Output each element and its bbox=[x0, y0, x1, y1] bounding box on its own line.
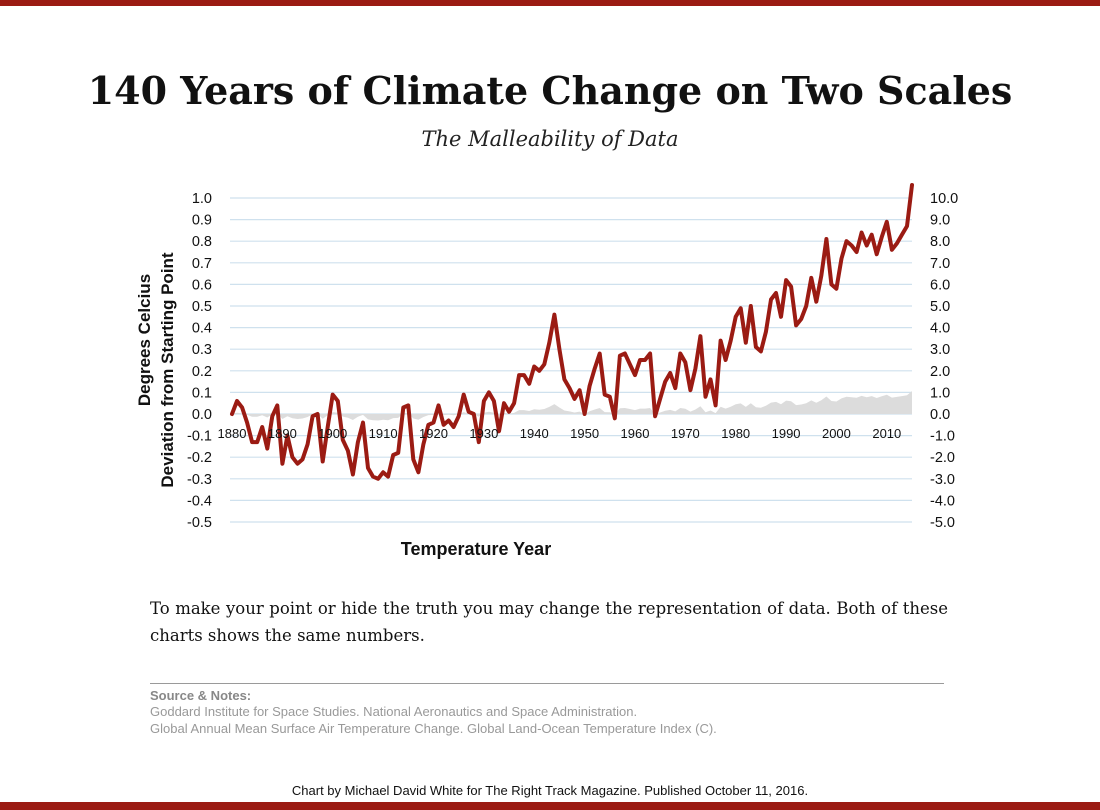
x-tick-label: 1990 bbox=[772, 426, 801, 441]
right-axis-ticks: 10.0 9.0 8.0 7.0 6.0 5.0 4.0 3.0 2.0 1.0 0.0 -1.0 -2… bbox=[930, 191, 958, 531]
x-tick-label: 1940 bbox=[520, 426, 549, 441]
x-tick-label: 1900 bbox=[318, 426, 347, 441]
line-series-1x-scale bbox=[230, 183, 914, 481]
left-tick-label: 0.3 bbox=[192, 342, 212, 358]
right-tick-label: 0.0 bbox=[930, 407, 950, 423]
left-tick-label: 0.6 bbox=[192, 277, 212, 293]
left-tick-label: -0.5 bbox=[187, 515, 212, 531]
x-tick-label: 1910 bbox=[369, 426, 398, 441]
area-series-10x-scale bbox=[232, 391, 912, 421]
bottom-accent-bar bbox=[0, 802, 1100, 810]
y-axis-label-line2: Deviation from Starting Point bbox=[158, 252, 177, 488]
x-tick-label: 1980 bbox=[721, 426, 750, 441]
right-tick-label: 1.0 bbox=[930, 385, 950, 401]
source-divider bbox=[150, 683, 944, 684]
x-tick-label: 1960 bbox=[621, 426, 650, 441]
right-tick-label: 5.0 bbox=[930, 299, 950, 315]
left-tick-label: -0.4 bbox=[187, 493, 212, 509]
left-tick-label: -0.1 bbox=[187, 429, 212, 445]
chart-subtitle: The Malleability of Data bbox=[421, 127, 679, 151]
chart-credit: Chart by Michael David White for The Rig… bbox=[291, 783, 809, 798]
explanatory-note: To make your point or hide the truth you… bbox=[150, 599, 948, 645]
left-tick-label: -0.3 bbox=[187, 472, 212, 488]
left-tick-label: 0.8 bbox=[192, 234, 212, 250]
right-tick-label: 4.0 bbox=[930, 321, 950, 337]
gridlines bbox=[230, 197, 912, 523]
right-tick-label: 7.0 bbox=[930, 256, 950, 272]
chart-title: 140 Years of Climate Change on Two Scale… bbox=[87, 68, 1013, 113]
left-tick-label: 1.0 bbox=[192, 191, 212, 207]
x-tick-label: 1970 bbox=[671, 426, 700, 441]
source-line-2: Global Annual Mean Surface Air Temperatu… bbox=[150, 721, 717, 736]
left-tick-label: 0.0 bbox=[192, 407, 212, 423]
x-tick-label: 2010 bbox=[872, 426, 901, 441]
source-heading: Source & Notes: bbox=[150, 688, 252, 703]
right-tick-label: 2.0 bbox=[930, 364, 950, 380]
top-accent-bar bbox=[0, 0, 1100, 6]
left-tick-label: -0.2 bbox=[187, 450, 212, 466]
left-tick-label: 0.1 bbox=[192, 385, 212, 401]
x-axis-label: Temperature Year bbox=[401, 539, 551, 559]
y-axis-label-line1: Degrees Celcius bbox=[135, 274, 154, 406]
x-axis-ticks: 1880 1890 1900 1910 1920 1930 1940 1950 1960 1970… bbox=[218, 426, 902, 441]
x-tick-label: 2000 bbox=[822, 426, 851, 441]
left-tick-label: 0.2 bbox=[192, 364, 212, 380]
right-tick-label: -1.0 bbox=[930, 429, 955, 445]
right-tick-label: -2.0 bbox=[930, 450, 955, 466]
x-tick-label: 1890 bbox=[268, 426, 297, 441]
source-line-1: Goddard Institute for Space Studies. Nat… bbox=[150, 704, 638, 719]
right-tick-label: -4.0 bbox=[930, 493, 955, 509]
right-tick-label: 6.0 bbox=[930, 277, 950, 293]
right-tick-label: -3.0 bbox=[930, 472, 955, 488]
x-tick-label: 1880 bbox=[218, 426, 247, 441]
x-tick-label: 1950 bbox=[570, 426, 599, 441]
right-tick-label: 8.0 bbox=[930, 234, 950, 250]
right-tick-label: 10.0 bbox=[930, 191, 958, 207]
right-tick-label: 9.0 bbox=[930, 213, 950, 229]
x-tick-label: 1920 bbox=[419, 426, 448, 441]
left-tick-label: 0.4 bbox=[192, 321, 212, 337]
left-tick-label: 0.5 bbox=[192, 299, 212, 315]
left-tick-label: 0.7 bbox=[192, 256, 212, 272]
right-tick-label: 3.0 bbox=[930, 342, 950, 358]
left-axis-ticks: 1.0 0.9 0.8 0.7 0.6 0.5 0.4 0.3 0.2 0.1 0.0 -0.1 -0.… bbox=[187, 191, 212, 531]
right-tick-label: -5.0 bbox=[930, 515, 955, 531]
left-tick-label: 0.9 bbox=[192, 213, 212, 229]
climate-chart: 1880 1890 1900 1910 1920 1930 1940 1950 1960 1970… bbox=[135, 183, 958, 559]
x-tick-label: 1930 bbox=[469, 426, 498, 441]
